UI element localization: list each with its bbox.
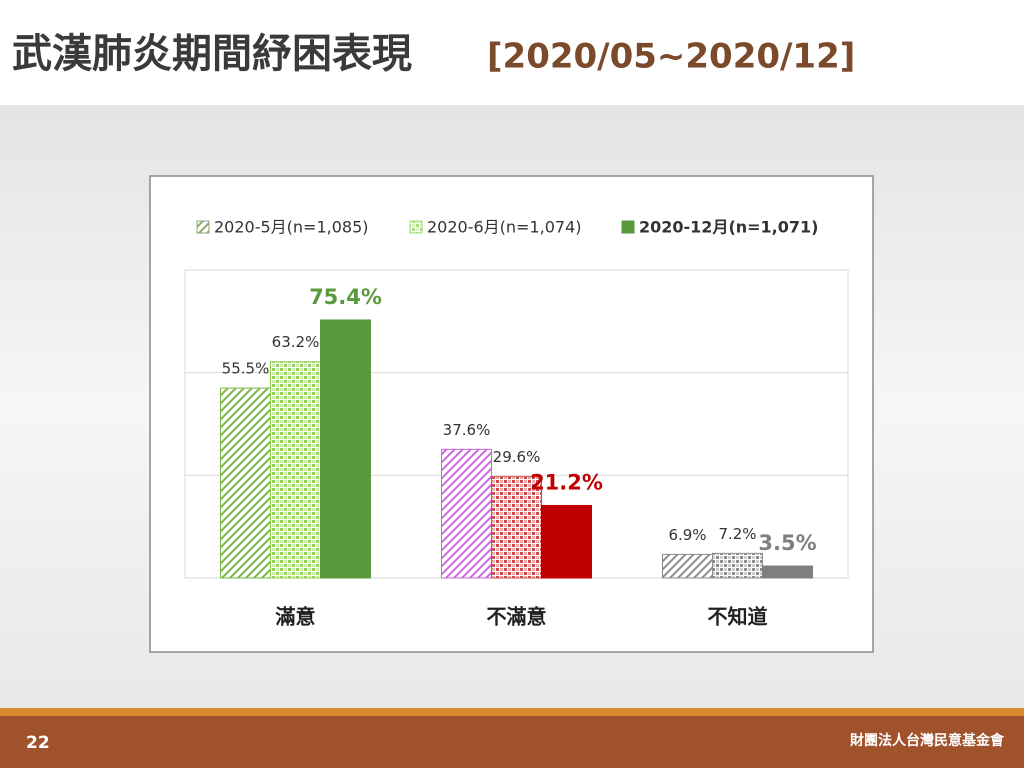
data-label: 6.9% [668,526,706,544]
legend-label: 2020-6月(n=1,074) [427,218,582,237]
data-label: 37.6% [443,421,491,439]
legend-label: 2020-12月(n=1,071) [639,218,818,237]
data-label: 3.5% [758,531,816,555]
bar [270,361,321,579]
x-tick-label: 滿意 [276,605,316,629]
x-tick-label: 不滿意 [487,605,547,629]
page-number: 22 [26,733,50,753]
organization: 財團法人台灣民意基金會 [849,732,1005,749]
data-label: 55.5% [222,360,270,378]
data-label: 21.2% [530,470,603,494]
bar [762,565,813,579]
bar [662,553,713,579]
legend-swatch [621,220,635,234]
data-label: 75.4% [309,285,382,309]
data-label: 63.2% [272,333,320,351]
bar [320,319,371,579]
slide-title: 武漢肺炎期間紓困表現 [12,31,412,77]
x-tick-label: 不知道 [708,605,768,629]
legend-swatch [409,220,423,234]
bar [712,552,763,579]
slide-subtitle: [2020/05~2020/12] [487,37,855,77]
data-label: 7.2% [718,525,756,543]
bar [541,504,592,579]
bar [220,387,271,579]
data-label: 29.6% [493,448,541,466]
footer-bg [0,716,1024,768]
footer-stripe [0,708,1024,716]
bar [491,476,542,579]
legend-swatch [196,220,210,234]
header-bg [0,0,1024,105]
bar [441,448,492,579]
legend-label: 2020-5月(n=1,085) [214,218,369,237]
